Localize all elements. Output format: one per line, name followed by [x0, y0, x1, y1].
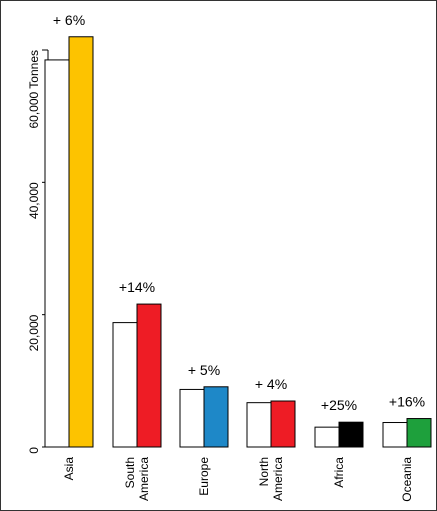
- y-tick-label: 60,000 Tonnes: [27, 50, 41, 129]
- category-label: SouthAmerica: [123, 457, 151, 501]
- change-label: + 5%: [188, 362, 220, 378]
- category-label-line: America: [271, 457, 285, 501]
- category-label-line: South: [123, 457, 137, 488]
- change-label: +14%: [119, 279, 155, 295]
- category-label-line: Africa: [332, 457, 346, 488]
- y-tick-label: 0: [27, 447, 41, 454]
- category-label-line: America: [137, 457, 151, 501]
- category-label: Europe: [197, 457, 211, 496]
- y-tick-label: 40,000: [27, 182, 41, 219]
- category-label: Africa: [332, 457, 346, 488]
- bar-earlier: [179, 388, 205, 448]
- bar-later: [203, 386, 229, 448]
- category-label-line: Oceania: [400, 457, 414, 502]
- bar-earlier: [314, 426, 340, 448]
- change-label: + 6%: [53, 12, 85, 28]
- category-label-line: North: [257, 457, 271, 486]
- bar-earlier: [44, 59, 70, 448]
- bar-earlier: [112, 322, 138, 448]
- bars: [44, 36, 432, 448]
- labels: + 6%Asia+14%SouthAmerica+ 5%Europe+ 4%No…: [53, 12, 425, 502]
- bar-later: [406, 418, 432, 448]
- category-label-line: Europe: [197, 457, 211, 496]
- change-label: + 4%: [255, 376, 287, 392]
- bar-later: [338, 421, 364, 448]
- bar-later: [68, 36, 94, 448]
- category-label-line: Asia: [62, 457, 76, 481]
- bar-later: [136, 303, 162, 448]
- bar-earlier: [382, 422, 408, 448]
- change-label: +16%: [389, 394, 425, 410]
- category-label: Asia: [62, 457, 76, 481]
- bar-later: [270, 400, 296, 448]
- change-label: +25%: [321, 397, 357, 413]
- category-label: Oceania: [400, 457, 414, 502]
- bar-earlier: [246, 402, 272, 448]
- y-tick-label: 20,000: [27, 314, 41, 351]
- category-label: NorthAmerica: [257, 457, 285, 501]
